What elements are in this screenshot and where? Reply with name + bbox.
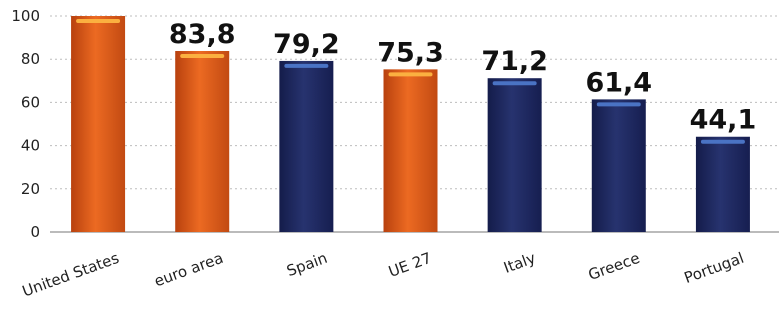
y-tick-label: 100: [11, 7, 40, 25]
x-tick-label: euro area: [152, 249, 226, 291]
y-tick-label: 80: [21, 50, 40, 68]
bar-highlight: [180, 53, 225, 58]
x-axis: United States euro area Spain UE 27 Italy Gre…: [20, 249, 746, 301]
x-tick-label: Spain: [284, 249, 330, 280]
bar: [695, 136, 750, 232]
x-tick-label: Italy: [501, 249, 538, 277]
y-tick-label: 20: [21, 180, 40, 198]
data-label: 83,8: [169, 19, 236, 50]
x-tick-label: Greece: [586, 249, 642, 284]
bar: [175, 50, 230, 232]
bar-spain: [279, 60, 334, 232]
y-tick-label: 60: [21, 93, 40, 111]
bar-ue-27: [383, 69, 438, 233]
bar: [279, 60, 334, 232]
bar-highlight: [492, 81, 537, 86]
bar-portugal: [695, 136, 750, 232]
bar: [71, 16, 126, 232]
bar-united-states: [71, 16, 126, 232]
bar-highlight: [700, 139, 745, 144]
y-tick-label: 0: [30, 223, 40, 241]
data-label: 75,3: [377, 37, 444, 68]
data-label: 61,4: [585, 67, 652, 98]
bar-greece: [591, 99, 646, 232]
bar-highlight: [76, 19, 121, 23]
data-label: 71,2: [481, 46, 548, 77]
y-tick-label: 40: [21, 137, 40, 155]
bar: [487, 78, 542, 232]
bars: [71, 16, 750, 233]
x-tick-label: UE 27: [386, 249, 434, 281]
bar-italy: [487, 78, 542, 232]
y-axis: 0 20 40 60 80 100: [11, 7, 40, 241]
x-tick-label: United States: [20, 249, 122, 301]
bar-euro-area: [175, 50, 230, 232]
bar: [383, 69, 438, 233]
bar: [591, 99, 646, 232]
bar-highlight: [388, 72, 433, 77]
x-tick-label: Portugal: [682, 249, 747, 287]
data-label: 44,1: [690, 105, 757, 136]
bar-highlight: [284, 63, 329, 68]
bar-highlight: [596, 102, 641, 107]
data-label: 79,2: [273, 29, 340, 60]
data-labels: 83,8 79,2 75,3 71,2 61,4 44,1: [169, 19, 756, 136]
